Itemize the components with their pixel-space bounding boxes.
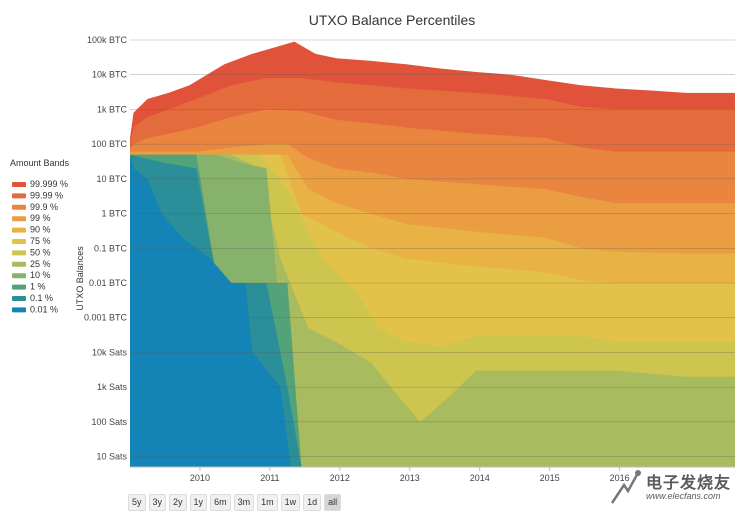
legend-label: 50 % [30,247,51,257]
y-tick-label: 1k Sats [97,382,128,392]
legend-label: 99 % [30,213,51,223]
legend-label: 10 % [30,270,51,280]
range-button-1w[interactable]: 1w [280,494,301,511]
legend-label: 0.1 % [30,293,53,303]
legend-label: 25 % [30,259,51,269]
legend-swatch [12,250,26,256]
y-tick-label: 10k BTC [92,70,128,80]
chart-title: UTXO Balance Percentiles [309,12,476,28]
legend-swatch [12,296,26,301]
legend-swatch [12,307,26,313]
y-tick-label: 0.001 BTC [84,313,128,323]
legend-swatch [12,193,26,199]
range-selector: 5y 3y 2y 1y 6m 3m 1m 1w 1d all [128,494,342,511]
legend-item-1[interactable]: 1 % [12,282,46,292]
range-button-1d[interactable]: 1d [303,494,322,511]
y-tick-label: 10 BTC [96,174,127,184]
legend-label: 90 % [30,225,51,235]
x-axis-ticks: 2010 2011 2012 2013 2014 2015 2016 [130,466,735,483]
range-button-2y[interactable]: 2y [169,494,187,511]
y-tick-label: 10 Sats [96,452,127,462]
x-tick-label: 2014 [470,473,490,483]
x-tick-label: 2011 [260,473,279,483]
y-tick-label: 1k BTC [97,104,128,114]
legend-swatch [12,239,26,244]
legend-item-50[interactable]: 50 % [12,247,51,257]
x-tick-label: 2010 [190,473,210,483]
watermark: 电子发烧友 www.elecfans.com [606,465,738,509]
y-axis-label: UTXO Balances [75,246,85,311]
legend-item-0-1[interactable]: 0.1 % [12,293,53,303]
watermark-title: 电子发烧友 [646,475,732,492]
legend-swatch [12,216,26,222]
legend-label: 0.01 % [30,304,58,314]
legend-item-75[interactable]: 75 % [12,236,51,246]
legend-swatch [12,227,26,233]
legend-label: 99.99 % [30,190,63,200]
legend-swatch [12,284,26,290]
legend-item-99-99[interactable]: 99.99 % [12,190,63,200]
legend-item-90[interactable]: 90 % [12,225,51,235]
x-tick-label: 2015 [540,473,560,483]
legend-item-99[interactable]: 99 % [12,213,51,223]
area-band-0-01 [130,154,291,467]
legend-item-25[interactable]: 25 % [12,259,51,269]
x-tick-label: 2012 [330,473,350,483]
legend-swatch [12,182,26,187]
range-button-6m[interactable]: 6m [210,494,231,511]
x-tick-label: 2013 [400,473,420,483]
legend-swatch [12,204,26,210]
x-tick-label: 2016 [610,473,630,483]
legend-swatch [12,261,26,267]
range-button-5y[interactable]: 5y [128,494,146,511]
range-button-all[interactable]: all [324,494,342,511]
area-bands [130,41,735,467]
range-button-3y[interactable]: 3y [148,494,167,511]
y-tick-label: 0.1 BTC [94,243,128,253]
legend-swatch [12,273,26,279]
legend: Amount Bands 99.999 %99.99 % 99.9 %99 % 90… [10,158,70,314]
range-button-1m[interactable]: 1m [257,494,278,511]
legend-item-99-9[interactable]: 99.9 % [12,202,58,212]
legend-label: 75 % [30,236,51,246]
y-tick-label: 100k BTC [87,35,128,45]
y-tick-label: 0.01 BTC [89,278,128,288]
y-axis-ticks: 100k BTC 10k BTC 1k BTC 100 BTC 10 BTC 1 BTC 0… [84,35,128,462]
legend-label: 99.999 % [30,179,68,189]
legend-label: 1 % [30,282,46,292]
legend-title: Amount Bands [10,158,70,168]
y-tick-label: 1 BTC [101,209,127,219]
range-button-1y[interactable]: 1y [189,494,208,511]
watermark-logo-icon [610,470,641,504]
y-tick-label: 10k Sats [92,347,128,357]
legend-item-99-999[interactable]: 99.999 % [12,179,68,189]
y-tick-label: 100 Sats [91,417,127,427]
legend-item-10[interactable]: 10 % [12,270,51,280]
legend-item-0-01[interactable]: 0.01 % [12,304,58,314]
range-button-3m[interactable]: 3m [233,494,255,511]
watermark-url: www.elecfans.com [646,491,721,501]
legend-label: 99.9 % [30,202,58,212]
y-tick-label: 100 BTC [91,139,127,149]
grid-lines [130,39,735,457]
